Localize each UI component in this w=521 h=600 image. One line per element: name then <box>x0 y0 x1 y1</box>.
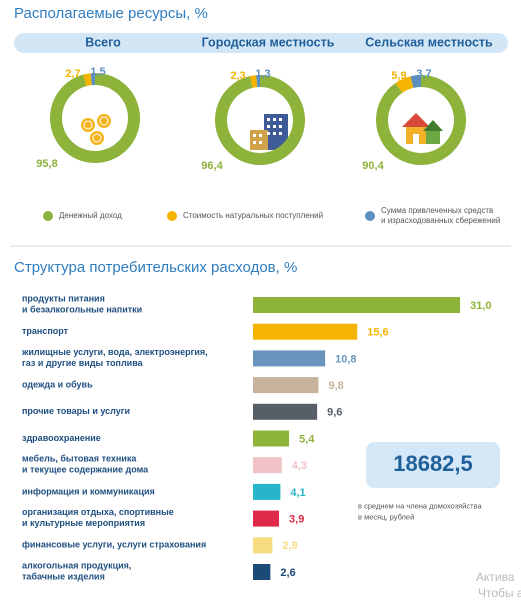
legend-label: Сумма привлеченных средств и израсходован… <box>381 206 500 225</box>
summary-caption: в среднем на члена домохозяйства в месяц,… <box>358 501 482 521</box>
value-label: 9,8 <box>328 380 343 392</box>
summary-box <box>366 442 500 488</box>
legend-dot <box>43 211 53 221</box>
value-label: 31,0 <box>470 300 491 312</box>
category-label: одежда и обувь <box>22 379 93 389</box>
bar <box>253 403 318 420</box>
donut-slice <box>256 75 260 88</box>
slice-label: 95,8 <box>36 158 57 170</box>
donut-slice <box>410 75 421 88</box>
bar <box>253 537 273 554</box>
bar <box>253 323 358 340</box>
bar <box>253 457 282 474</box>
value-label: 3,9 <box>289 514 304 526</box>
category-label: здравоохранение <box>22 433 101 443</box>
watermark: Актива <box>476 570 515 584</box>
category-label: транспорт <box>22 326 69 336</box>
legend-dot <box>167 211 177 221</box>
house-icon <box>402 113 443 144</box>
slice-label: 1,3 <box>255 68 270 80</box>
category-label: алкогольная продукция, табачные изделия <box>22 561 131 582</box>
bar <box>253 297 461 313</box>
donut-slice <box>83 73 92 87</box>
column-title: Сельская местность <box>365 35 493 49</box>
slice-label: 5,9 <box>391 70 406 82</box>
slice-label: 2,3 <box>230 70 245 82</box>
slice-label: 1,5 <box>90 66 105 78</box>
category-label: финансовые услуги, услуги страхования <box>22 540 206 550</box>
summary-value: 18682,5 <box>393 451 473 476</box>
category-label: прочие товары и услуги <box>22 406 130 416</box>
category-label: жилищные услуги, вода, электроэнергия, га… <box>21 347 208 368</box>
value-label: 2,9 <box>282 540 297 552</box>
donut-slice <box>249 75 258 88</box>
watermark: Чтобы а <box>478 586 521 600</box>
legend-label: Стоимость натуральных поступлений <box>183 211 323 220</box>
donut-slice <box>49 73 141 163</box>
section-title: Располагаемые ресурсы, % <box>14 5 208 22</box>
bar <box>253 483 281 500</box>
building-icon <box>250 114 288 150</box>
column-title: Городская местность <box>202 35 335 49</box>
legend-label: Денежный доход <box>59 211 122 220</box>
value-label: 15,6 <box>367 327 388 339</box>
slice-label: 96,4 <box>201 160 223 172</box>
category-label: информация и коммуникация <box>22 486 155 496</box>
section-title: Структура потребительских расходов, % <box>14 259 297 276</box>
bar <box>253 564 271 580</box>
slice-label: 3,7 <box>416 68 431 80</box>
value-label: 4,3 <box>292 460 307 472</box>
category-label: продукты питания и безалкогольные напитки <box>22 294 142 315</box>
bar <box>253 377 319 394</box>
slice-label: 2,7 <box>65 68 80 80</box>
bar <box>253 430 290 447</box>
coins-icon <box>81 114 111 145</box>
column-title: Всего <box>85 35 121 49</box>
header-strip <box>14 33 508 53</box>
donut-slice <box>90 73 95 86</box>
category-label: организация отдыха, спортивные и культурн… <box>22 507 174 528</box>
legend-dot <box>365 211 375 221</box>
value-label: 5,4 <box>299 433 315 445</box>
bar <box>253 510 280 527</box>
donut-slice <box>215 75 306 165</box>
donut-slice <box>395 76 414 93</box>
category-label: мебель, бытовая техника и текущее содержа… <box>22 454 149 475</box>
bar <box>253 350 326 367</box>
value-label: 4,1 <box>290 487 305 499</box>
slice-label: 90,4 <box>362 160 384 172</box>
value-label: 10,8 <box>335 353 356 365</box>
value-label: 9,6 <box>327 407 342 419</box>
value-label: 2,6 <box>280 567 295 579</box>
